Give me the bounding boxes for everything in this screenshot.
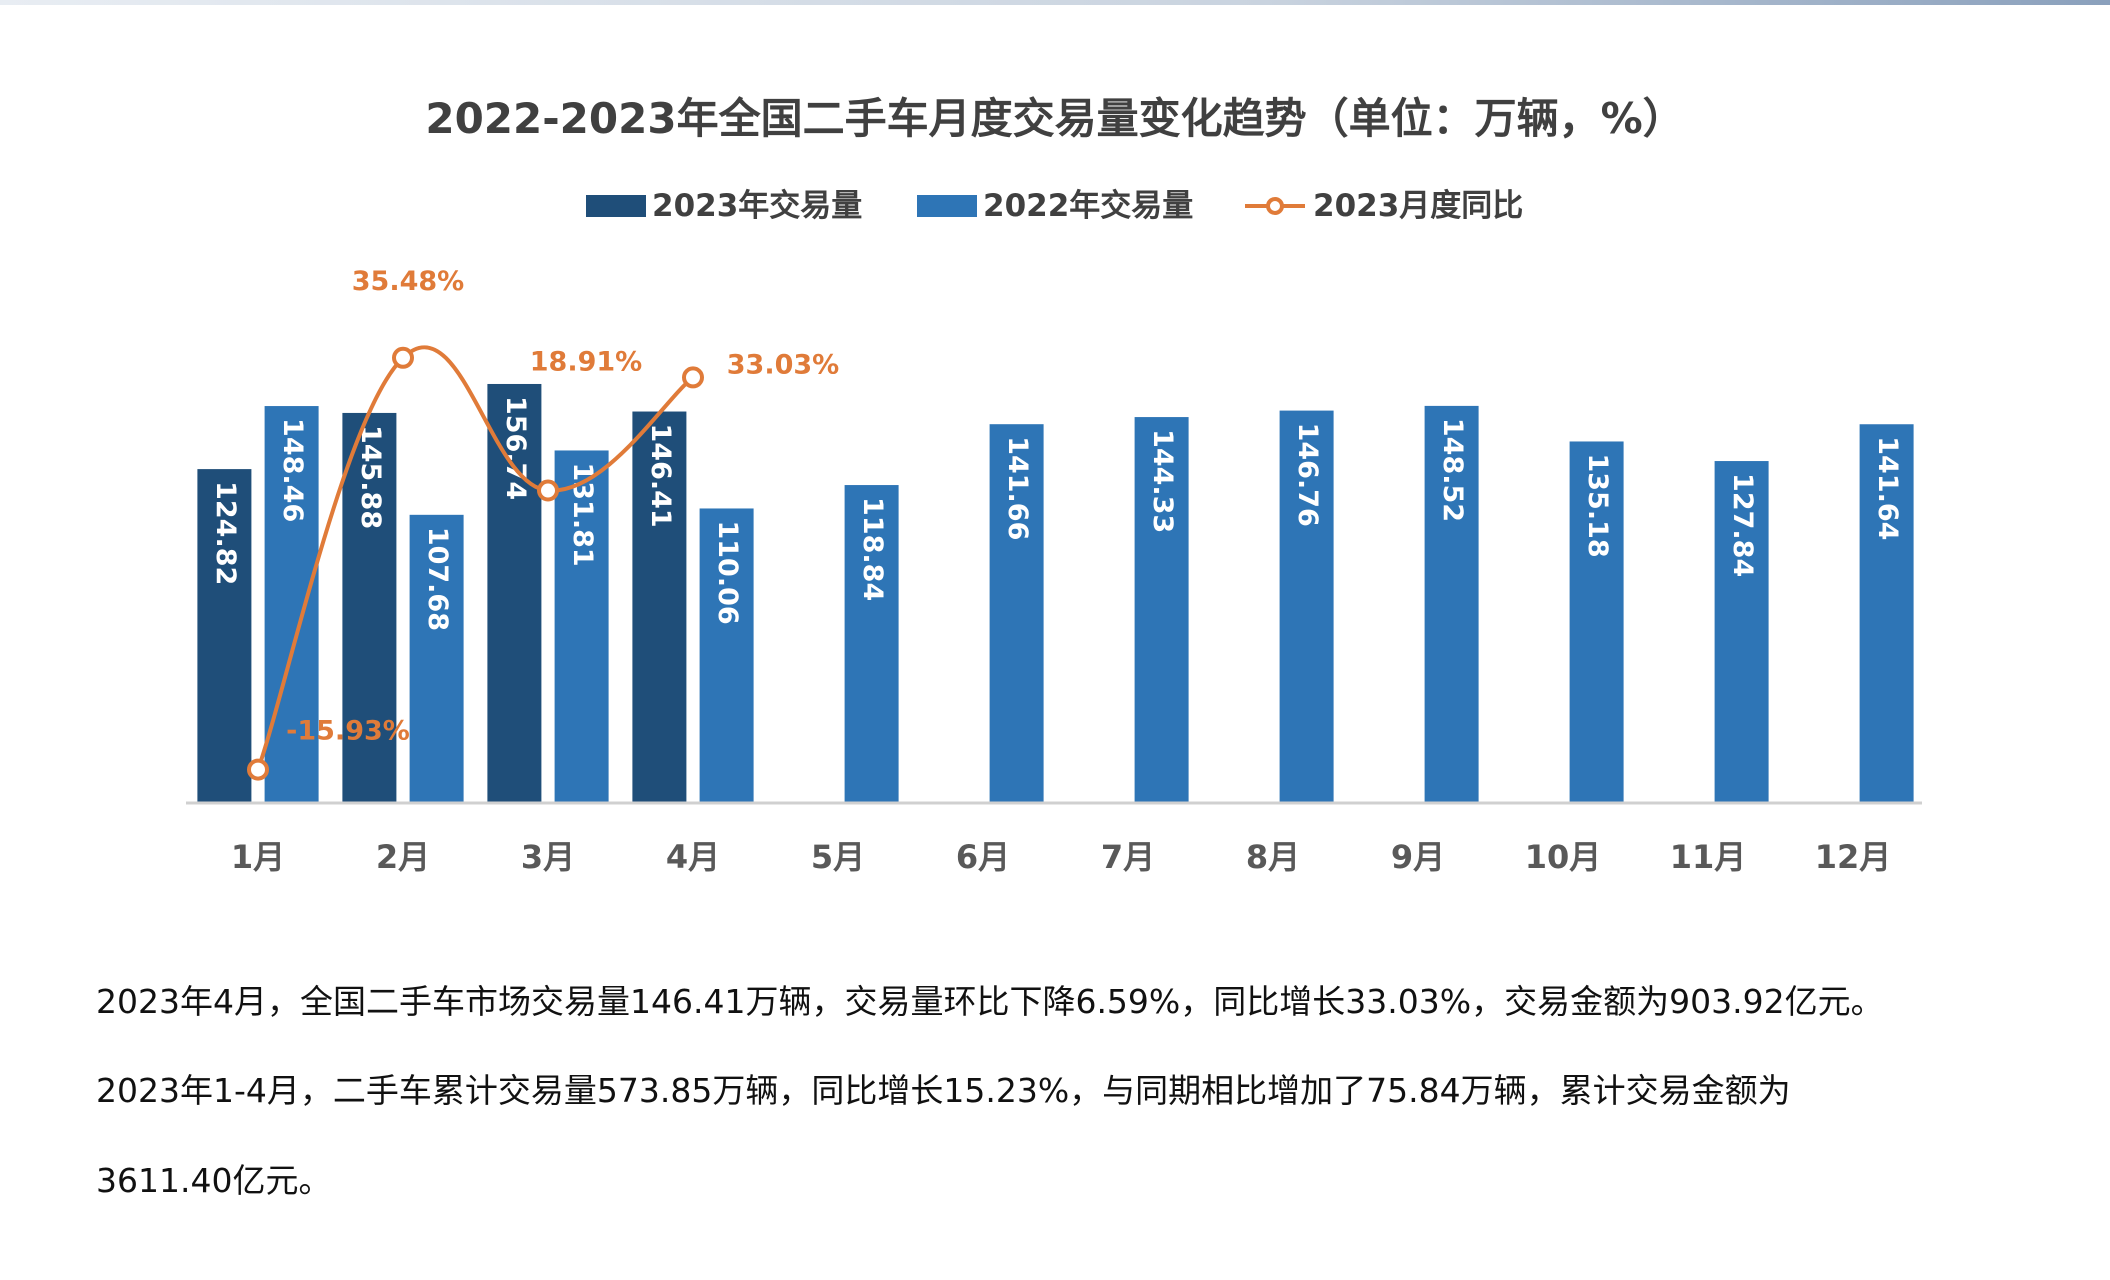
paragraph-2: 2023年1-4月，二手车累计交易量573.85万辆，同比增长15.23%，与同… bbox=[96, 1071, 1791, 1110]
yoy-data-label: -15.93% bbox=[286, 716, 410, 747]
legend-marker-yoy bbox=[1266, 197, 1284, 215]
x-tick-label: 2月 bbox=[376, 838, 430, 876]
x-tick-label: 8月 bbox=[1246, 838, 1300, 876]
yoy-line bbox=[256, 345, 695, 771]
x-tick-label: 12月 bbox=[1815, 838, 1892, 876]
x-tick-label: 9月 bbox=[1391, 838, 1445, 876]
x-tick-label: 1月 bbox=[231, 838, 285, 876]
bar-2022-bar bbox=[1279, 410, 1334, 802]
bar-2022-bar bbox=[1424, 405, 1479, 802]
bar-2022-data-label: 131.81 bbox=[567, 462, 598, 566]
paragraph-3: 3611.40亿元。 bbox=[96, 1161, 332, 1200]
bar-2022-bar bbox=[1569, 441, 1624, 802]
bar-2023-bar bbox=[487, 383, 542, 802]
bar-2023-bar bbox=[342, 412, 397, 802]
yoy-point bbox=[247, 758, 269, 781]
bar-2022-data-label: 141.66 bbox=[1002, 436, 1033, 540]
bar-2023-data-label: 146.41 bbox=[645, 424, 676, 528]
x-tick-label: 5月 bbox=[811, 838, 865, 876]
bar-2022-data-label: 135.18 bbox=[1582, 453, 1613, 557]
x-tick-label: 4月 bbox=[666, 838, 720, 876]
bar-2022-bar bbox=[699, 508, 754, 802]
bar-2022-bar bbox=[1134, 417, 1189, 802]
yoy-point bbox=[537, 479, 559, 502]
bar-2022-bar bbox=[844, 485, 899, 802]
bar-2022-bar bbox=[409, 514, 464, 802]
legend-label-yoy: 2023月度同比 bbox=[1313, 188, 1523, 224]
bar-2022-bar bbox=[1859, 424, 1914, 802]
x-tick-label: 10月 bbox=[1525, 838, 1602, 876]
x-tick-label: 11月 bbox=[1670, 838, 1747, 876]
bar-2022-bar bbox=[554, 450, 609, 802]
x-tick-label: 3月 bbox=[521, 838, 575, 876]
yoy-point bbox=[682, 366, 704, 389]
bar-2023-data-label: 124.82 bbox=[210, 481, 241, 585]
x-tick-label: 7月 bbox=[1101, 838, 1155, 876]
bar-2022-bar bbox=[1714, 461, 1769, 802]
paragraph-1: 2023年4月，全国二手车市场交易量146.41万辆，交易量环比下降6.59%，… bbox=[96, 982, 1884, 1021]
bar-2022-data-label: 148.46 bbox=[277, 418, 308, 522]
bar-2023-data-label: 156.74 bbox=[500, 396, 531, 500]
x-tick-label: 6月 bbox=[956, 838, 1010, 876]
bar-2022-data-label: 127.84 bbox=[1727, 473, 1758, 577]
bar-2022-data-label: 146.76 bbox=[1292, 423, 1323, 527]
bar-2022-data-label: 110.06 bbox=[712, 520, 743, 624]
bar-2022-data-label: 118.84 bbox=[857, 497, 888, 601]
bar-2022-data-label: 144.33 bbox=[1147, 429, 1178, 533]
yoy-data-label: 18.91% bbox=[530, 347, 642, 378]
legend-swatch-2022 bbox=[917, 195, 977, 217]
chart-title: 2022-2023年全国二手车月度交易量变化趋势（单位：万辆，%） bbox=[425, 94, 1684, 143]
top-bar bbox=[0, 0, 2110, 5]
legend-label-2023: 2023年交易量 bbox=[652, 188, 862, 224]
bar-2023-bar bbox=[197, 469, 252, 802]
legend-label-2022: 2022年交易量 bbox=[983, 188, 1193, 224]
bar-2023-bar bbox=[632, 411, 687, 802]
bar-2023-data-label: 145.88 bbox=[355, 425, 386, 529]
yoy-data-label: 35.48% bbox=[352, 266, 464, 297]
yoy-data-label: 33.03% bbox=[727, 349, 839, 380]
bar-2022-bar bbox=[264, 406, 319, 802]
chart: 2022-2023年全国二手车月度交易量变化趋势（单位：万辆，%） 2023年交易… bbox=[186, 94, 1922, 876]
bar-2022-data-label: 107.68 bbox=[422, 527, 453, 631]
bar-2022-bar bbox=[989, 424, 1044, 802]
bar-2022-data-label: 148.52 bbox=[1437, 418, 1468, 522]
yoy-point bbox=[392, 346, 414, 369]
legend-swatch-2023 bbox=[586, 195, 646, 217]
bar-2022-data-label: 141.64 bbox=[1872, 436, 1903, 540]
